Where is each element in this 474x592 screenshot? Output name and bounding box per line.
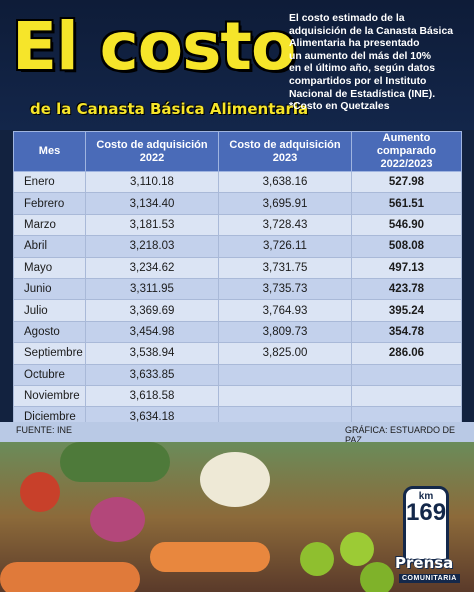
table-row: Febrero 3,134.40 3,695.91 561.51 [13, 192, 462, 215]
cell-increase: 546.90 [351, 213, 462, 237]
column-header-month: Mes [13, 131, 86, 172]
cell-increase: 354.78 [351, 320, 462, 344]
column-header-cost-2023: Costo de adquisición 2023 [218, 131, 352, 172]
table-row: Mayo 3,234.62 3,731.75 497.13 [13, 256, 462, 279]
cell-increase [351, 363, 462, 386]
intro-line: Alimentaria ha presentado [289, 38, 420, 50]
cauliflower-shape [200, 452, 270, 507]
logo-km-label: km [418, 491, 434, 502]
cell-cost-2023: 3,825.00 [218, 342, 352, 365]
cell-month: Enero [13, 170, 86, 194]
logo-brand: Prensa [395, 554, 454, 572]
cost-table-container: Mes Costo de adquisición 2022 Costo de a… [13, 131, 462, 429]
cell-cost-2023: 3,726.11 [218, 235, 352, 258]
cell-cost-2023: 3,809.73 [218, 320, 352, 344]
cell-increase: 423.78 [351, 277, 462, 301]
table-row: Septiembre 3,538.94 3,825.00 286.06 [13, 342, 462, 365]
cell-cost-2022: 3,538.94 [85, 342, 219, 365]
cell-cost-2023: 3,731.75 [218, 256, 352, 279]
cell-cost-2022: 3,218.03 [85, 235, 219, 258]
cell-cost-2023 [218, 384, 352, 408]
cell-cost-2023: 3,735.73 [218, 277, 352, 301]
cell-month: Noviembre [13, 384, 86, 408]
cell-cost-2023: 3,728.43 [218, 213, 352, 237]
table-header-row: Mes Costo de adquisición 2022 Costo de a… [13, 131, 462, 172]
graphic-credit: GRÁFICA: ESTUARDO DE PAZ [345, 425, 456, 445]
table-row: Junio 3,311.95 3,735.73 423.78 [13, 277, 462, 301]
cell-cost-2022: 3,311.95 [85, 277, 219, 301]
cell-cost-2022: 3,234.62 [85, 256, 219, 279]
cell-cost-2022: 3,110.18 [85, 170, 219, 194]
infographic-title: El costo [12, 8, 296, 85]
cell-increase: 497.13 [351, 256, 462, 279]
lime-shape [340, 532, 374, 566]
km-sign-icon: km 169 [403, 486, 449, 562]
column-header-increase: Aumento comparado 2022/2023 [351, 131, 462, 172]
lime-shape [300, 542, 334, 576]
table-row: Octubre 3,633.85 [13, 363, 462, 386]
intro-text: El costo estimado de la adquisición de l… [289, 13, 469, 114]
source-note: FUENTE: INE [16, 425, 73, 435]
cell-increase: 561.51 [351, 192, 462, 215]
table-row: Marzo 3,181.53 3,728.43 546.90 [13, 213, 462, 237]
cell-month: Agosto [13, 320, 86, 344]
logo-km-number: 169 [406, 499, 447, 526]
cell-cost-2022: 3,633.85 [85, 363, 219, 386]
table-row: Julio 3,369.69 3,764.93 395.24 [13, 299, 462, 322]
greens-shape [60, 442, 170, 482]
cell-increase: 286.06 [351, 342, 462, 365]
table-row: Agosto 3,454.98 3,809.73 354.78 [13, 320, 462, 344]
intro-line: *Costo en Quetzales [289, 101, 390, 113]
cell-cost-2022: 3,134.40 [85, 192, 219, 215]
intro-line: adquisición de la Canasta Básica [289, 25, 454, 37]
footer-bar [0, 422, 474, 442]
vegetables-photo [0, 442, 474, 592]
lime-shape [360, 562, 394, 592]
cell-increase [351, 384, 462, 408]
intro-line: compartidos por el Instituto [289, 75, 427, 87]
cell-month: Marzo [13, 213, 86, 237]
cell-cost-2022: 3,618.58 [85, 384, 219, 408]
cell-cost-2023: 3,764.93 [218, 299, 352, 322]
carrot-shape [150, 542, 270, 572]
cell-month: Octubre [13, 363, 86, 386]
table-body: Enero 3,110.18 3,638.16 527.98 Febrero 3,134.… [13, 170, 462, 429]
table-row: Abril 3,218.03 3,726.11 508.08 [13, 235, 462, 258]
intro-line: Nacional de Estadística (INE). [289, 88, 436, 100]
carrot-shape [0, 562, 140, 592]
table-row: Noviembre 3,618.58 [13, 384, 462, 408]
cell-cost-2022: 3,181.53 [85, 213, 219, 237]
intro-line: un aumento del más del 10% [289, 50, 432, 62]
cell-cost-2023: 3,638.16 [218, 170, 352, 194]
cell-month: Abril [13, 235, 86, 258]
cell-month: Mayo [13, 256, 86, 279]
cell-increase: 508.08 [351, 235, 462, 258]
cost-table: Mes Costo de adquisición 2022 Costo de a… [13, 131, 462, 429]
intro-line: en el último año, según datos [289, 63, 436, 75]
table-row: Enero 3,110.18 3,638.16 527.98 [13, 170, 462, 194]
cell-month: Junio [13, 277, 86, 301]
cell-cost-2023: 3,695.91 [218, 192, 352, 215]
cell-cost-2022: 3,454.98 [85, 320, 219, 344]
cell-month: Julio [13, 299, 86, 322]
tomato-shape [20, 472, 60, 512]
intro-line: El costo estimado de la [289, 13, 405, 24]
cell-increase: 395.24 [351, 299, 462, 322]
header: El costo de la Canasta Básica Alimentari… [0, 0, 474, 130]
onion-shape [90, 497, 145, 542]
infographic-subtitle: de la Canasta Básica Alimentaria [30, 100, 309, 118]
cell-increase: 527.98 [351, 170, 462, 194]
cell-cost-2022: 3,369.69 [85, 299, 219, 322]
column-header-cost-2022: Costo de adquisición 2022 [85, 131, 219, 172]
logo-tagline: COMUNITARIA [399, 574, 460, 583]
cell-month: Febrero [13, 192, 86, 215]
cell-cost-2023 [218, 363, 352, 386]
cell-month: Septiembre [13, 342, 86, 365]
prensa-comunitaria-logo: km 169 Prensa COMUNITARIA [395, 486, 469, 588]
